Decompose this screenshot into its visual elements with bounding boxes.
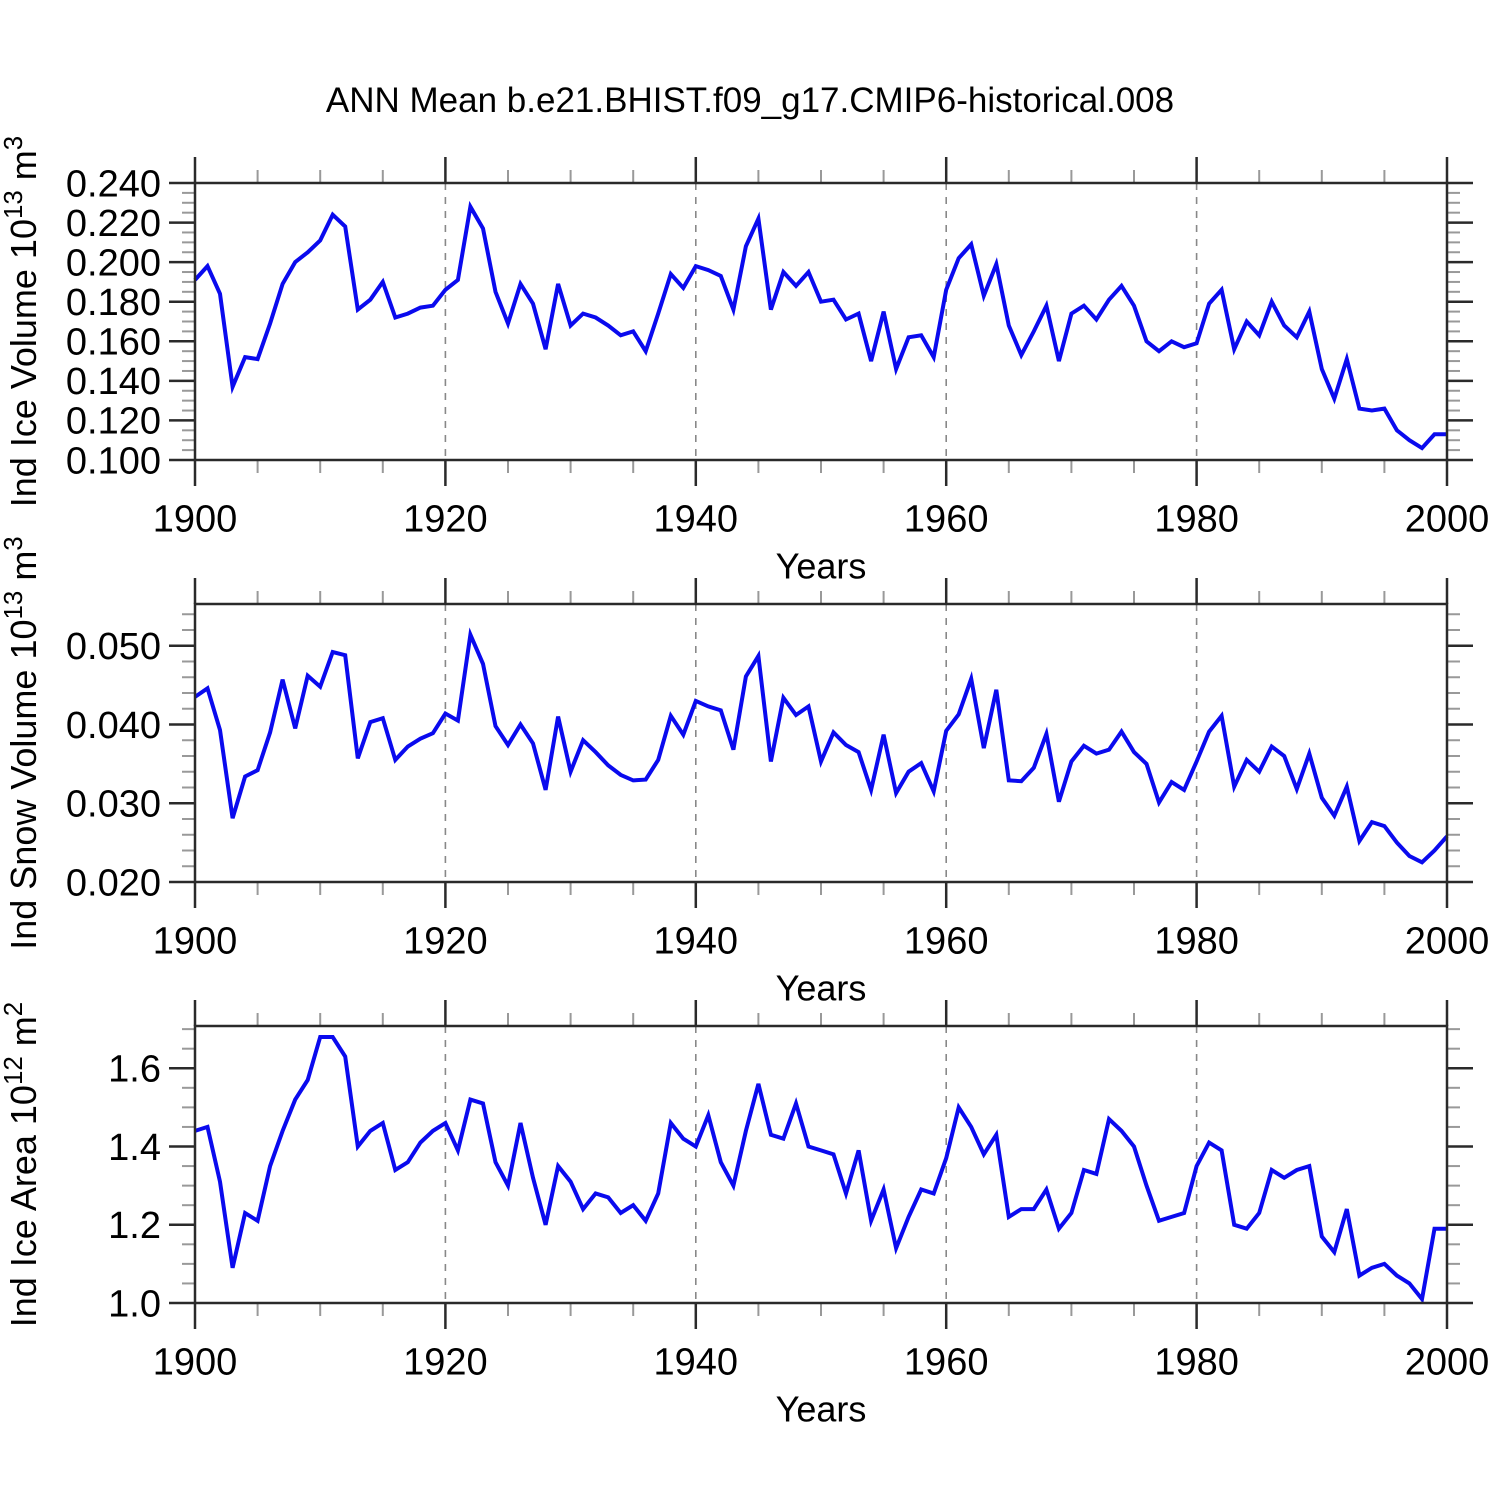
x-tick-label: 1980 <box>1154 920 1239 962</box>
x-tick-label: 1960 <box>904 1341 989 1383</box>
x-tick-label: 1900 <box>153 498 238 540</box>
y-tick-label: 0.020 <box>66 862 161 904</box>
y-tick-label: 0.040 <box>66 705 161 747</box>
x-tick-label: 1920 <box>403 920 488 962</box>
y-tick-label: 1.6 <box>108 1049 161 1091</box>
y-tick-label: 0.030 <box>66 784 161 826</box>
y-tick-label: 0.220 <box>66 203 161 245</box>
x-axis-title: Years <box>776 968 867 1009</box>
series-line <box>193 627 1449 865</box>
y-tick-label: 1.2 <box>108 1205 161 1247</box>
x-tick-label: 1900 <box>153 920 238 962</box>
panel-1: 0.020 0.030 0.040 0.050 1900 1920 1940 1960 1980… <box>0 536 1489 1008</box>
y-tick-label: 0.160 <box>66 322 161 364</box>
x-tick-label: 1960 <box>904 920 989 962</box>
y-axis-title: Ind Ice Volume 1013​ m3​ <box>0 136 44 507</box>
y-tick-label: 0.180 <box>66 282 161 324</box>
y-tick-label: 0.140 <box>66 361 161 403</box>
panel-0: 0.1000.1200.1400.1600.1800.2000.2200.240… <box>0 136 1489 587</box>
panel-2: 1.0 1.2 1.4 1.6 1900 1920 1940 1960 1980 2000 Year… <box>0 1000 1489 1430</box>
plot-frame <box>193 181 1449 462</box>
y-tick-label: 1.4 <box>108 1127 161 1169</box>
x-tick-label: 1900 <box>153 1341 238 1383</box>
x-axis-title: Years <box>776 546 867 587</box>
x-tick-label: 1940 <box>654 1341 739 1383</box>
x-tick-label: 1940 <box>654 498 739 540</box>
y-axis-title: Ind Snow Volume 1013​ m3​ <box>0 536 44 949</box>
x-tick-label: 1920 <box>403 1341 488 1383</box>
x-tick-label: 1960 <box>904 498 989 540</box>
y-tick-label: 0.240 <box>66 163 161 205</box>
plot-frame <box>193 602 1449 884</box>
series-line <box>194 1035 1447 1304</box>
y-tick-label: 0.050 <box>66 626 161 668</box>
x-tick-label: 2000 <box>1405 1341 1490 1383</box>
y-axis-title: Ind Ice Area 1012​ m2​ <box>0 1002 44 1327</box>
y-tick-label: 1.0 <box>108 1283 161 1325</box>
x-tick-label: 2000 <box>1405 498 1490 540</box>
y-tick-label: 0.200 <box>66 242 161 284</box>
series-line <box>193 200 1447 451</box>
plot-frame <box>193 1024 1449 1305</box>
chart-title: ANN Mean b.e21.BHIST.f09_g17.CMIP6-histo… <box>326 81 1174 120</box>
x-tick-label: 1980 <box>1154 1341 1239 1383</box>
y-tick-label: 0.100 <box>66 440 161 482</box>
x-axis-title: Years <box>776 1389 867 1430</box>
x-tick-label: 2000 <box>1405 920 1490 962</box>
x-tick-label: 1980 <box>1154 498 1239 540</box>
x-tick-label: 1940 <box>654 920 739 962</box>
x-tick-label: 1920 <box>403 498 488 540</box>
y-tick-label: 0.120 <box>66 401 161 443</box>
